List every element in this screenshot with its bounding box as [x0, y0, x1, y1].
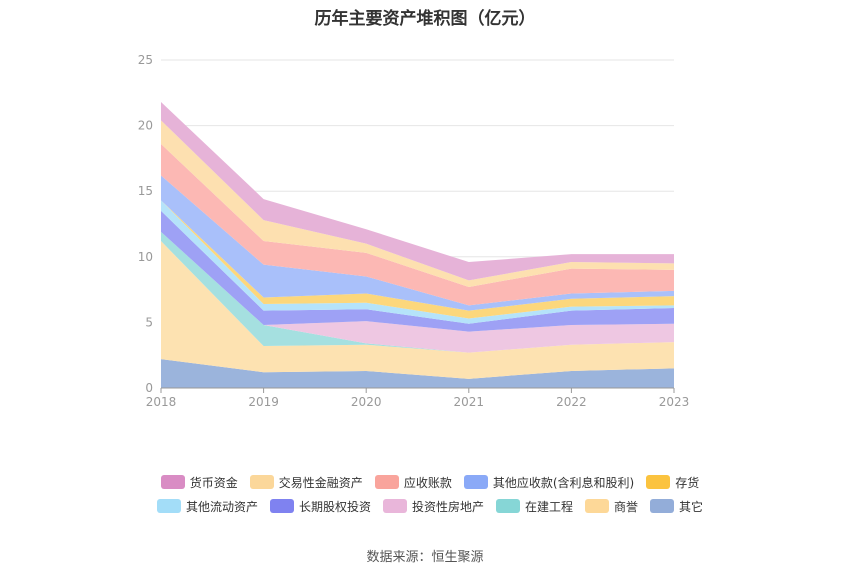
legend: 货币资金 交易性金融资产 应收账款 其他应收款(含利息和股利) 存货 其他流动资产 长期股… [150, 470, 710, 518]
area-series [161, 231, 674, 353]
legend-item[interactable]: 长期股权投资 [269, 498, 371, 515]
legend-swatch [160, 475, 185, 489]
area-series [161, 175, 674, 311]
x-tick-label: 2018 [146, 395, 177, 409]
data-source: 数据来源：恒生聚源 [366, 550, 484, 565]
legend-label: 存货 [675, 475, 700, 490]
axis-layer: 0 5 10 15 20 25 2018 2019 2020 2021 2022 2023 [138, 53, 690, 409]
y-tick-label: 15 [138, 184, 153, 198]
legend-item[interactable]: 在建工程 [496, 498, 573, 515]
legend-swatch [249, 475, 274, 489]
area-series [161, 101, 674, 281]
legend-row: 货币资金 交易性金融资产 应收账款 其他应收款(含利息和股利) 存货 [150, 470, 710, 494]
legend-item[interactable]: 货币资金 [160, 474, 238, 491]
legend-item[interactable]: 交易性金融资产 [249, 474, 363, 491]
legend-swatch [463, 475, 488, 489]
legend-item[interactable]: 应收账款 [374, 474, 452, 491]
legend-row: 其他流动资产 长期股权投资 投资性房地产 在建工程 商誉 其它 [150, 494, 710, 518]
legend-label: 货币资金 [189, 475, 238, 490]
legend-label: 长期股权投资 [298, 499, 371, 514]
legend-swatch [382, 499, 407, 513]
legend-swatch [156, 499, 181, 513]
legend-label: 在建工程 [525, 499, 574, 514]
x-tick-label: 2022 [556, 395, 587, 409]
legend-label: 其它 [679, 499, 704, 514]
area-series [161, 143, 674, 306]
area-series [161, 359, 674, 388]
legend-swatch [646, 475, 671, 489]
x-tick-label: 2019 [248, 395, 279, 409]
chart-title: 历年主要资产堆积图（亿元） [314, 9, 536, 29]
x-tick-label: 2023 [659, 395, 690, 409]
legend-swatch [496, 499, 520, 513]
x-tick-label: 2021 [454, 395, 485, 409]
y-tick-label: 5 [145, 315, 153, 329]
legend-label: 其他应收款(含利息和股利) [492, 475, 635, 490]
legend-item[interactable]: 存货 [646, 474, 699, 491]
legend-item[interactable]: 商誉 [585, 498, 638, 515]
y-tick-label: 25 [138, 53, 153, 67]
legend-item[interactable]: 其它 [650, 498, 703, 515]
area-series [161, 210, 674, 332]
legend-item[interactable]: 其他流动资产 [156, 498, 258, 515]
legend-swatch [585, 499, 610, 513]
legend-item[interactable]: 其他应收款(含利息和股利) [463, 474, 635, 491]
y-tick-label: 10 [138, 250, 153, 264]
legend-label: 商誉 [614, 499, 639, 514]
y-tick-label: 0 [145, 381, 153, 395]
legend-swatch [269, 499, 294, 513]
legend-label: 应收账款 [403, 475, 452, 490]
legend-label: 投资性房地产 [411, 499, 484, 514]
legend-swatch [650, 499, 675, 513]
legend-label: 其他流动资产 [185, 499, 258, 514]
area-layer [161, 101, 674, 388]
y-tick-label: 20 [138, 119, 153, 133]
legend-label: 交易性金融资产 [278, 475, 363, 490]
legend-swatch [374, 475, 399, 489]
area-series [161, 241, 674, 379]
x-tick-label: 2020 [351, 395, 382, 409]
legend-item[interactable]: 投资性房地产 [382, 498, 484, 515]
